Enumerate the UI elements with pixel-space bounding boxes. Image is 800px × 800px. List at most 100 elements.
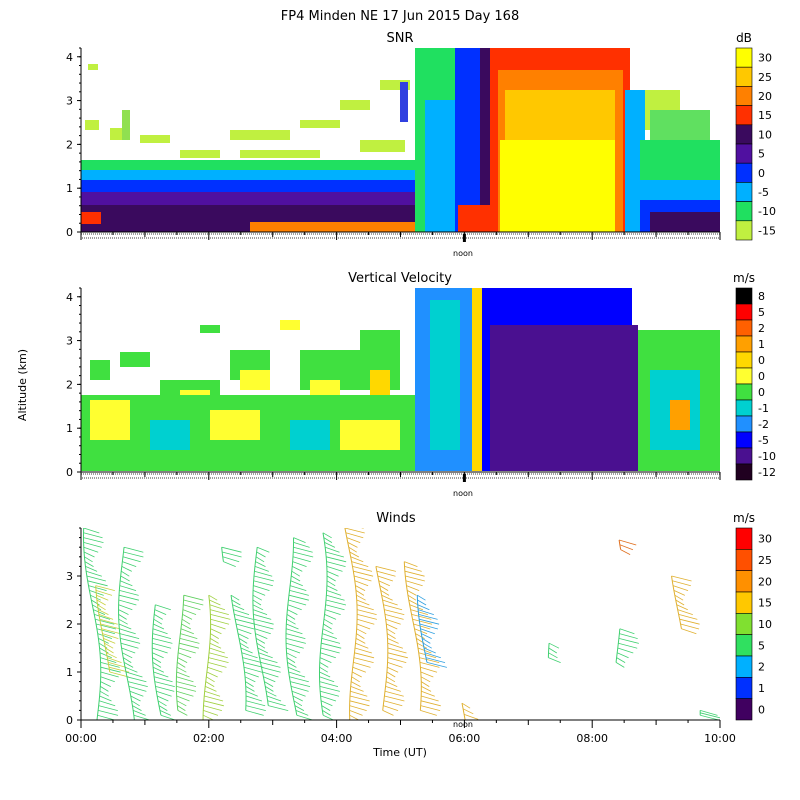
wind-barb	[258, 652, 273, 659]
wind-barb	[95, 623, 117, 630]
wind-barb	[287, 666, 301, 673]
wind-profile	[416, 594, 447, 668]
wind-barb	[92, 604, 102, 611]
wind-barb	[209, 642, 222, 649]
wind-barb	[405, 575, 425, 582]
vv-colorbar-label: 1	[758, 338, 765, 351]
wind-barb	[349, 719, 351, 720]
wind-barb	[404, 570, 425, 577]
winds-colorbar-swatch	[735, 655, 753, 678]
wind-barb	[421, 686, 432, 692]
wind-barb	[350, 681, 361, 687]
wind-barb	[176, 686, 197, 692]
wind-barb	[417, 599, 427, 606]
wind-barb	[420, 676, 431, 683]
wind-barb	[230, 594, 240, 601]
vv-boundary-cyan-a	[150, 420, 190, 450]
winds-colorbar-label: 30	[758, 533, 772, 546]
wind-barb	[241, 652, 258, 659]
wind-barb	[245, 681, 254, 687]
wind-barb	[387, 642, 403, 649]
wind-barb	[424, 652, 441, 659]
wind-barb	[349, 551, 360, 558]
wind-barb	[700, 712, 720, 719]
snr-colorbar-label: 5	[758, 148, 765, 161]
wind-barb	[85, 570, 102, 577]
wind-barb	[418, 652, 437, 659]
wind-barb	[177, 657, 188, 663]
vv-colorbar-swatch	[735, 351, 753, 369]
wind-barb	[420, 700, 441, 707]
vv-colorbar-label: 8	[758, 290, 765, 303]
wind-barb	[548, 642, 560, 649]
snr-colorbar-swatch	[735, 220, 753, 241]
wind-barb	[210, 618, 230, 625]
wind-barb	[252, 590, 266, 596]
wind-barb	[286, 628, 303, 635]
wind-barb	[122, 652, 133, 659]
vv-noon-label: noon	[453, 489, 473, 498]
wind-profile	[221, 546, 242, 567]
vv-ytick-label: 4	[66, 291, 73, 304]
wind-barb	[176, 700, 187, 707]
wind-barb	[344, 528, 365, 534]
wind-barb	[122, 561, 137, 567]
snr-noon-label: noon	[453, 249, 473, 258]
wind-barb	[319, 671, 331, 678]
wind-barb	[203, 719, 204, 720]
wind-barb	[207, 662, 227, 668]
wind-barb	[257, 647, 269, 654]
wind-barb	[700, 714, 720, 720]
wind-barb	[420, 705, 441, 711]
wind-barb	[118, 618, 128, 625]
wind-barb	[293, 542, 310, 548]
wind-barb	[176, 666, 187, 673]
wind-barb	[387, 647, 407, 654]
wind-barb	[97, 604, 106, 611]
wind-barb	[679, 618, 700, 625]
wind-barb	[355, 638, 366, 644]
wind-barb	[322, 628, 334, 635]
winds-colorbar-unit: m/s	[733, 511, 755, 525]
wind-barb	[107, 657, 122, 663]
wind-barb	[238, 638, 248, 644]
wind-barb	[320, 647, 340, 654]
snr-colorbar-swatch	[735, 105, 753, 126]
wind-barb	[100, 686, 109, 692]
wind-barb	[265, 686, 274, 692]
wind-barb	[96, 599, 106, 606]
wind-barb	[409, 604, 424, 611]
winds-colorbar-label: 1	[758, 682, 765, 695]
wind-barb	[208, 594, 218, 601]
wind-barb	[132, 705, 142, 711]
vv-conv-purple	[490, 325, 638, 471]
wind-barb	[259, 657, 278, 663]
wind-barb	[242, 657, 262, 663]
wind-barb	[222, 551, 242, 558]
wind-barb	[387, 666, 399, 673]
wind-profile	[83, 528, 121, 720]
vv-ytick-label: 2	[66, 378, 73, 391]
wind-barb	[152, 666, 165, 673]
wind-barb	[129, 690, 144, 697]
wind-barb	[263, 676, 276, 683]
wind-barb	[286, 623, 299, 630]
snr-colorbar-unit: dB	[736, 31, 752, 45]
wind-barb	[320, 695, 337, 702]
wind-barb	[355, 642, 369, 649]
wind-barb	[419, 662, 440, 668]
wind-barb	[205, 681, 215, 687]
wind-barb	[356, 599, 370, 606]
wind-profile-stem	[151, 604, 162, 716]
wind-barb	[122, 556, 141, 563]
wind-barb	[130, 695, 141, 702]
wind-barb	[121, 570, 130, 577]
wind-barb	[95, 590, 113, 596]
wind-barb	[255, 633, 268, 639]
wind-barb	[353, 575, 372, 582]
wind-barb	[243, 662, 264, 668]
snr-colorbar-label: 20	[758, 90, 772, 103]
wind-barb	[152, 628, 168, 635]
vv-panel: Vertical Velocity	[66, 271, 776, 498]
